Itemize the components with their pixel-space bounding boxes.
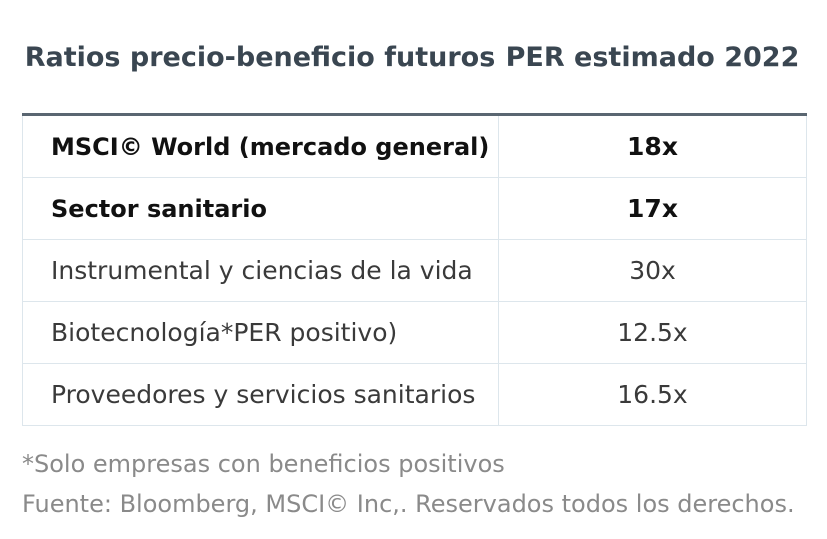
row-name: Biotecnología*PER positivo) xyxy=(23,302,499,363)
row-value: 16.5x xyxy=(617,380,688,409)
footnote-source: Fuente: Bloomberg, MSCI© Inc,. Reservado… xyxy=(22,490,795,518)
header-estimated-pe-2022: PER estimado 2022 xyxy=(505,41,800,73)
header-forward-pe-ratios: Ratios precio-beneficio futuros xyxy=(24,41,496,73)
table-row-msci-world: MSCI© World (mercado general) 18x xyxy=(23,116,806,178)
row-name: Instrumental y ciencias de la vida xyxy=(23,240,499,301)
row-name: Sector sanitario xyxy=(23,178,499,239)
footnote-positive-earnings: *Solo empresas con beneficios positivos xyxy=(22,450,505,478)
table-row-healthcare-sector: Sector sanitario 17x xyxy=(23,178,806,240)
row-value: 30x xyxy=(629,256,676,285)
table-row-biotechnology: Biotecnología*PER positivo) 12.5x xyxy=(23,302,806,364)
row-value: 18x xyxy=(627,132,678,161)
row-name: MSCI© World (mercado general) xyxy=(23,116,499,177)
table-row-healthcare-providers: Proveedores y servicios sanitarios 16.5x xyxy=(23,364,806,426)
pe-ratio-table: MSCI© World (mercado general) 18x Sector… xyxy=(22,116,807,426)
row-name: Proveedores y servicios sanitarios xyxy=(23,364,499,425)
table-row-instruments-life-sciences: Instrumental y ciencias de la vida 30x xyxy=(23,240,806,302)
table-header: Ratios precio-beneficio futuros PER esti… xyxy=(22,0,807,115)
row-value: 12.5x xyxy=(617,318,688,347)
row-value: 17x xyxy=(627,194,678,223)
header-divider xyxy=(22,113,807,116)
